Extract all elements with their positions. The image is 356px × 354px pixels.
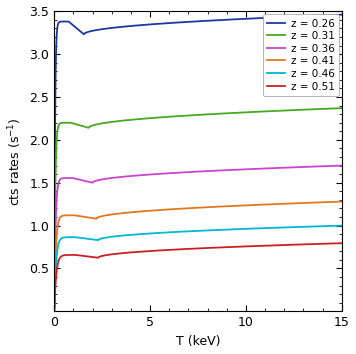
z = 0.31 [331,106,336,110]
z = 0.41 [184,206,189,211]
z = 0.46 [331,224,336,228]
z = 0.51 [67,253,71,257]
z = 0.26 [184,20,189,24]
z = 0.41 [340,199,344,204]
z = 0.36 [331,164,335,168]
z = 0.31 [340,106,344,110]
z = 0.41 [67,213,71,217]
z = 0.41 [278,202,283,206]
z = 0.26 [192,19,196,24]
z = 0.51 [184,247,189,251]
z = 0.36 [192,170,196,174]
z = 0.51 [52,309,56,313]
Line: z = 0.41: z = 0.41 [54,201,342,310]
z = 0.46 [278,225,283,230]
z = 0.51 [192,246,196,251]
z = 0.41 [331,200,336,204]
z = 0.46 [331,224,335,228]
z = 0.31 [67,121,71,125]
z = 0.51 [278,243,283,247]
Line: z = 0.46: z = 0.46 [54,225,342,310]
z = 0.26 [52,302,56,307]
z = 0.36 [67,176,71,180]
z = 0.26 [67,20,71,24]
z = 0.46 [52,308,56,313]
z = 0.41 [331,200,335,204]
z = 0.31 [278,109,283,113]
z = 0.31 [331,106,335,110]
z = 0.41 [52,308,56,312]
z = 0.46 [192,229,196,233]
z = 0.36 [340,164,344,168]
z = 0.36 [278,166,283,170]
z = 0.46 [184,229,189,234]
Line: z = 0.36: z = 0.36 [54,166,342,309]
Line: z = 0.26: z = 0.26 [54,15,342,304]
z = 0.31 [52,306,56,310]
z = 0.51 [340,241,344,245]
z = 0.46 [340,223,344,228]
z = 0.36 [331,164,336,168]
Line: z = 0.31: z = 0.31 [54,108,342,308]
z = 0.31 [184,114,189,118]
Line: z = 0.51: z = 0.51 [54,243,342,311]
z = 0.46 [67,235,71,239]
z = 0.41 [192,206,196,210]
z = 0.26 [278,15,283,19]
z = 0.51 [331,241,336,246]
z = 0.51 [331,241,335,246]
z = 0.26 [340,12,344,17]
Legend: z = 0.26, z = 0.31, z = 0.36, z = 0.41, z = 0.46, z = 0.51: z = 0.26, z = 0.31, z = 0.36, z = 0.41, … [262,15,339,96]
z = 0.36 [184,170,189,174]
z = 0.26 [331,13,336,17]
Y-axis label: cts rates (s$^{-1}$): cts rates (s$^{-1}$) [6,117,24,206]
z = 0.31 [192,113,196,117]
z = 0.36 [52,307,56,312]
z = 0.26 [331,13,335,17]
X-axis label: T (keV): T (keV) [176,335,220,348]
